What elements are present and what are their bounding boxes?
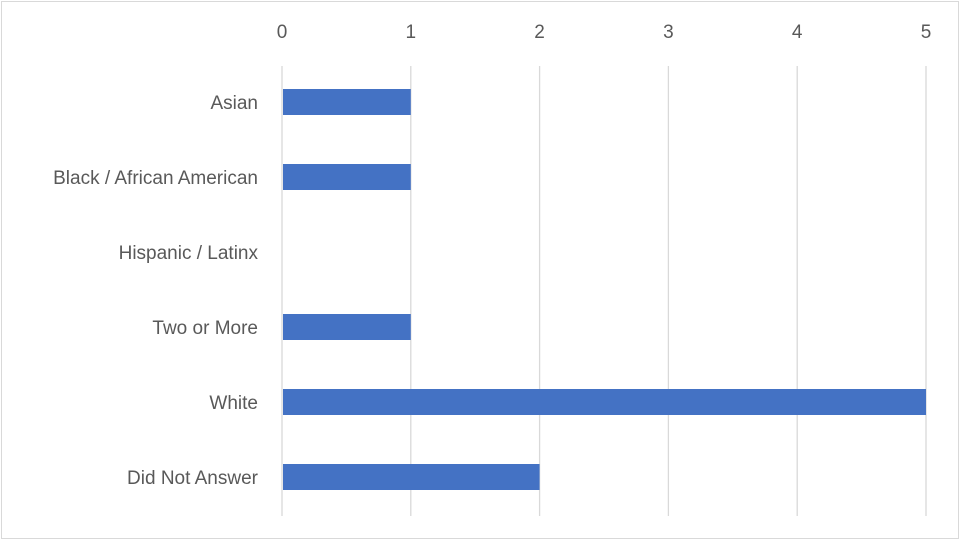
bar	[283, 89, 411, 115]
x-tick-label: 3	[663, 22, 674, 43]
x-tick-label: 2	[534, 22, 545, 43]
x-tick-label: 4	[792, 22, 803, 43]
bar	[283, 464, 540, 490]
category-label: White	[209, 393, 258, 414]
bar	[283, 389, 926, 415]
bar	[283, 164, 411, 190]
bar	[283, 314, 411, 340]
x-tick-label: 0	[277, 22, 288, 43]
x-tick-label: 5	[921, 22, 932, 43]
x-tick-label: 1	[406, 22, 417, 43]
category-label: Hispanic / Latinx	[119, 243, 259, 264]
category-label: Black / African American	[53, 168, 258, 189]
category-label: Did Not Answer	[127, 468, 259, 489]
category-label: Asian	[210, 93, 258, 114]
category-label: Two or More	[152, 318, 258, 339]
